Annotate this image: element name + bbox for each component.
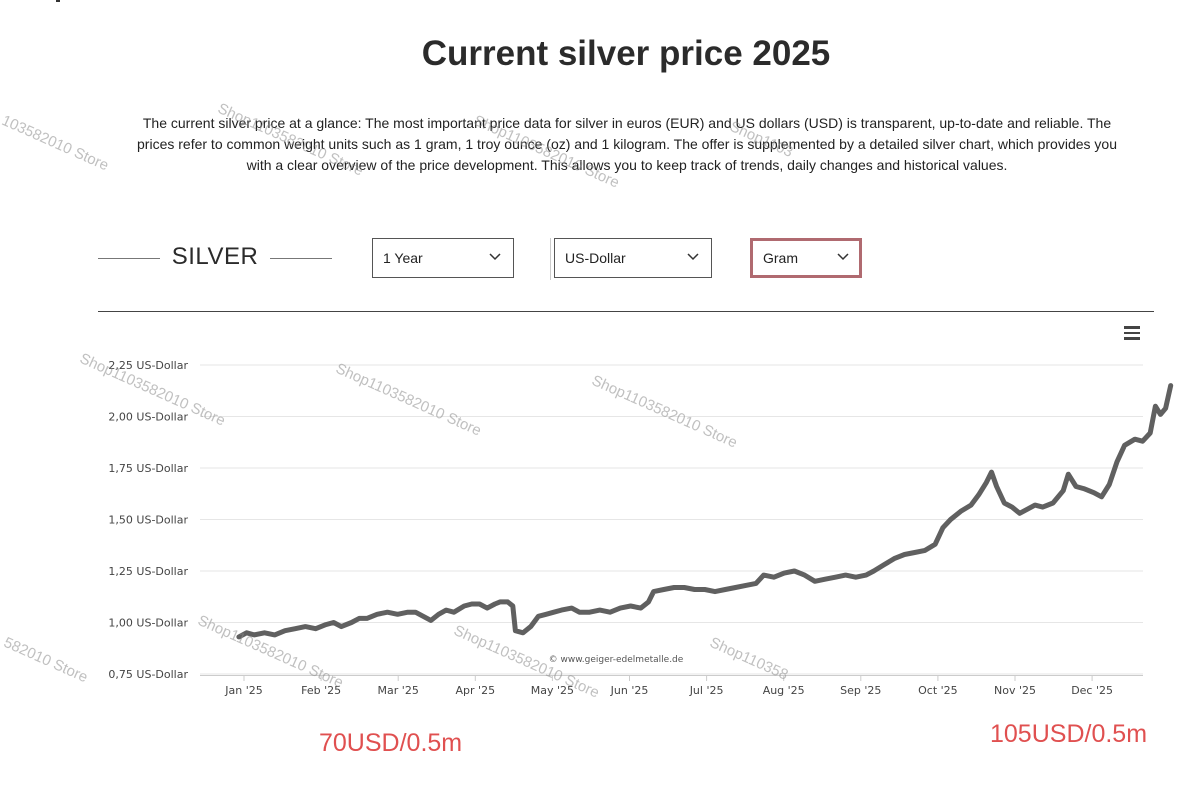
x-tick-label: Jan '25 <box>224 684 262 697</box>
x-tick-label: May '25 <box>531 684 574 697</box>
chart-top-divider <box>98 311 1154 312</box>
y-tick-label: 1,50 US-Dollar <box>108 514 188 527</box>
hamburger-menu-icon[interactable] <box>1124 326 1140 340</box>
currency-select[interactable]: US-Dollar <box>554 238 712 278</box>
x-tick-label: Apr '25 <box>456 684 496 697</box>
chevron-down-icon <box>489 253 501 261</box>
y-tick-label: 2,00 US-Dollar <box>108 411 188 424</box>
currency-select-value: US-Dollar <box>565 250 626 266</box>
metal-heading: SILVER <box>98 243 332 275</box>
heading-rule-left <box>98 258 160 259</box>
y-tick-label: 1,75 US-Dollar <box>108 462 188 475</box>
price-line <box>236 383 1174 640</box>
page-title: Current silver price 2025 <box>421 34 831 73</box>
chevron-down-icon <box>687 253 699 261</box>
x-tick-label: Oct '25 <box>918 684 958 697</box>
y-tick-label: 0,75 US-Dollar <box>108 668 188 681</box>
x-tick-label: Sep '25 <box>840 684 881 697</box>
heading-rule-right <box>270 258 332 259</box>
metal-label: SILVER <box>171 243 259 270</box>
y-tick-label: 2,25 US-Dollar <box>108 359 188 372</box>
control-separator <box>550 238 551 280</box>
x-tick-label: Mar '25 <box>378 684 419 697</box>
chevron-down-icon <box>837 253 849 261</box>
x-tick-label: Dec '25 <box>1071 684 1113 697</box>
chart-credit: © www.geiger-edelmetalle.de <box>549 655 684 665</box>
unit-select[interactable]: Gram <box>750 238 862 278</box>
x-tick-label: Feb '25 <box>301 684 341 697</box>
period-select-value: 1 Year <box>383 250 423 266</box>
x-tick-label: Aug '25 <box>763 684 805 697</box>
right-price-note: 105USD/0.5m <box>990 720 1148 748</box>
period-select[interactable]: 1 Year <box>372 238 514 278</box>
corner-mark <box>56 0 60 2</box>
x-tick-label: Jun '25 <box>610 684 649 697</box>
unit-select-value: Gram <box>763 250 798 266</box>
left-price-note: 70USD/0.5m <box>319 729 463 757</box>
intro-paragraph: The current silver price at a glance: Th… <box>137 115 1117 173</box>
x-tick-label: Nov '25 <box>994 684 1036 697</box>
y-tick-label: 1,25 US-Dollar <box>108 565 188 578</box>
x-tick-label: Jul '25 <box>689 684 724 697</box>
y-tick-label: 1,00 US-Dollar <box>108 617 188 630</box>
